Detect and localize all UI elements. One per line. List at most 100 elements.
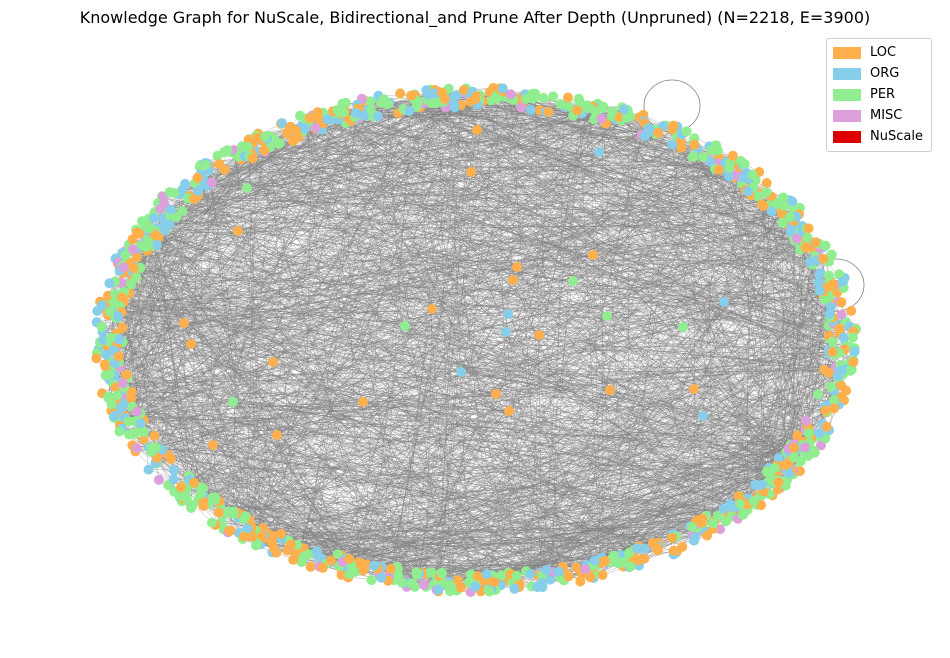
graph-node <box>827 347 838 357</box>
graph-node <box>132 406 143 417</box>
graph-node <box>117 378 128 389</box>
graph-node <box>426 567 437 578</box>
graph-node <box>127 244 138 255</box>
graph-node <box>501 327 511 337</box>
graph-node <box>819 295 830 306</box>
graph-node <box>618 557 629 568</box>
graph-node <box>505 89 516 100</box>
graph-node <box>436 87 447 98</box>
graph-node <box>176 482 186 493</box>
graph-node <box>112 390 122 401</box>
graph-node <box>164 219 175 230</box>
graph-node <box>814 285 825 296</box>
graph-node <box>761 187 772 198</box>
graph-node <box>113 311 123 322</box>
graph-node <box>766 206 777 217</box>
graph-node <box>131 227 142 238</box>
graph-node <box>784 212 795 223</box>
graph-node <box>419 579 429 590</box>
graph-node <box>800 415 811 426</box>
graph-node <box>437 568 447 579</box>
graph-node <box>725 499 736 510</box>
graph-node <box>214 159 225 170</box>
graph-node <box>829 403 840 414</box>
legend: LOC ORG PER MISC NuScale <box>826 38 932 152</box>
graph-node <box>344 569 355 579</box>
graph-node <box>152 240 162 250</box>
graph-node <box>378 94 389 105</box>
graph-node <box>277 118 288 129</box>
graph-node <box>252 132 263 143</box>
graph-node <box>385 563 396 574</box>
graph-node <box>276 528 287 539</box>
graph-node <box>126 279 136 290</box>
graph-node <box>742 186 753 197</box>
graph-node <box>153 474 164 485</box>
graph-node <box>800 442 811 453</box>
graph-node <box>168 474 179 485</box>
graph-node <box>668 545 679 556</box>
graph-node <box>421 85 432 96</box>
graph-node <box>104 369 115 380</box>
graph-node <box>545 574 556 585</box>
graph-node <box>824 270 834 281</box>
graph-node <box>497 83 508 94</box>
graph-node <box>138 434 149 445</box>
graph-node <box>689 139 700 150</box>
graph-node <box>445 586 456 597</box>
graph-node <box>242 142 253 152</box>
graph-node <box>240 511 251 522</box>
graph-node <box>541 565 552 575</box>
graph-node <box>200 159 211 170</box>
graph-node <box>114 334 125 345</box>
graph-node <box>678 322 688 332</box>
graph-node <box>795 466 805 477</box>
graph-node <box>135 418 146 429</box>
graph-node <box>773 453 784 464</box>
graph-node <box>698 411 708 421</box>
graph-node <box>470 581 481 592</box>
graph-node <box>365 96 376 107</box>
graph-node <box>712 510 723 521</box>
graph-node <box>492 93 502 104</box>
graph-node <box>575 576 586 587</box>
graph-node <box>114 426 125 437</box>
graph-node <box>787 196 798 207</box>
graph-node <box>411 567 422 578</box>
graph-node <box>124 429 135 440</box>
graph-node <box>131 272 142 283</box>
graph-node <box>720 516 731 527</box>
graph-node <box>126 393 137 404</box>
graph-node <box>825 381 836 392</box>
graph-node <box>813 389 824 400</box>
graph-node <box>639 543 650 554</box>
graph-node <box>358 110 369 121</box>
graph-node <box>96 300 107 311</box>
graph-node <box>537 582 548 593</box>
graph-node <box>747 169 758 180</box>
graph-node <box>503 309 513 319</box>
legend-item-per: PER <box>827 84 931 105</box>
graph-node <box>598 101 609 112</box>
self-loop-edge <box>807 258 865 312</box>
graph-node <box>543 106 554 117</box>
graph-node <box>653 127 664 138</box>
graph-node <box>837 276 848 287</box>
graph-node <box>317 562 328 573</box>
graph-node <box>121 369 132 380</box>
graph-node <box>605 385 615 395</box>
graph-node <box>358 397 368 407</box>
graph-node <box>412 98 423 109</box>
graph-node <box>239 531 250 542</box>
graph-node <box>527 89 538 99</box>
graph-node <box>621 112 632 123</box>
graph-node <box>149 213 160 224</box>
graph-node <box>128 263 139 274</box>
graph-node <box>827 336 838 347</box>
graph-node <box>849 346 860 357</box>
graph-node <box>573 93 584 104</box>
legend-item-loc: LOC <box>827 42 931 63</box>
legend-item-org: ORG <box>827 63 931 84</box>
graph-node <box>168 465 179 476</box>
